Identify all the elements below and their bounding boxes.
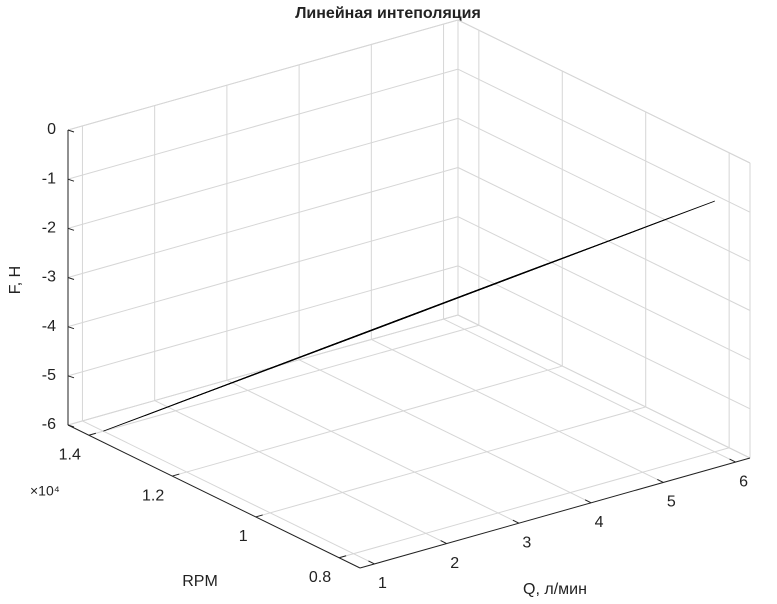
- tick-mark: [67, 227, 75, 231]
- grid-line: [255, 406, 646, 518]
- x-tick-label: 5: [667, 494, 676, 511]
- y-tick-label: 0.8: [309, 569, 331, 586]
- y-tick-label: 1.4: [59, 446, 81, 463]
- surface-patch: [311, 309, 426, 354]
- x-tick-label: 1: [378, 575, 387, 592]
- grid-line: [67, 314, 459, 426]
- grid-line: [457, 117, 751, 262]
- tick-mark: [729, 458, 736, 463]
- grid-line: [154, 400, 447, 545]
- tick-mark: [67, 129, 75, 133]
- grid-line: [443, 318, 736, 463]
- tick-mark: [584, 499, 592, 504]
- grid-line: [226, 379, 520, 524]
- axis-line: [67, 424, 361, 569]
- z-tick-label: -6: [42, 416, 56, 433]
- axis-line: [359, 457, 751, 569]
- grid-line: [457, 265, 751, 410]
- tick-mark: [657, 478, 664, 483]
- x-axis-label: Q, л/мин: [523, 581, 587, 598]
- x-tick-label: 2: [450, 555, 459, 572]
- z-tick-label: 0: [47, 121, 56, 138]
- x-tick-label: 3: [522, 534, 531, 551]
- chart-title: Линейная интеполяция: [295, 5, 481, 22]
- tick-mark: [88, 432, 96, 436]
- z-axis-label: F, Н: [7, 266, 24, 294]
- grid-line: [298, 359, 592, 504]
- y-axis-label: RPM: [182, 573, 218, 590]
- grid-line: [457, 68, 751, 213]
- grid-line: [339, 447, 730, 559]
- tick-mark: [440, 540, 447, 545]
- tick-mark: [67, 178, 75, 182]
- y-tick-label: 1.2: [142, 487, 164, 504]
- grid-line: [67, 19, 459, 131]
- grid-line: [371, 338, 664, 483]
- grid-line: [457, 167, 751, 311]
- grid-line: [67, 216, 459, 328]
- grid-line: [67, 117, 459, 229]
- z-tick-label: -5: [42, 367, 56, 384]
- tick-mark: [368, 560, 375, 565]
- grid-line: [88, 324, 479, 436]
- y-tick-label: 1: [239, 528, 248, 545]
- tick-mark: [172, 473, 180, 477]
- tick-mark: [67, 277, 75, 280]
- grid-line: [457, 216, 751, 361]
- z-tick-label: -4: [42, 318, 56, 335]
- grid-line: [67, 167, 459, 278]
- tick-mark: [67, 424, 75, 428]
- grid-line: [457, 314, 751, 459]
- y-exponent: ×10⁴: [30, 483, 60, 499]
- grid-line: [457, 19, 751, 164]
- z-tick-label: -2: [42, 220, 56, 237]
- grid-line: [82, 420, 375, 565]
- tick-mark: [512, 519, 520, 524]
- grid-line: [67, 68, 459, 180]
- grid-line: [172, 365, 563, 477]
- tick-mark: [67, 326, 75, 330]
- grid-line: [67, 265, 459, 377]
- x-tick-label: 6: [739, 473, 748, 490]
- x-tick-label: 4: [595, 514, 604, 531]
- tick-mark: [67, 375, 75, 379]
- tick-mark: [255, 514, 263, 518]
- z-tick-label: -1: [42, 170, 56, 187]
- z-tick-label: -3: [42, 269, 56, 286]
- tick-mark: [339, 555, 347, 559]
